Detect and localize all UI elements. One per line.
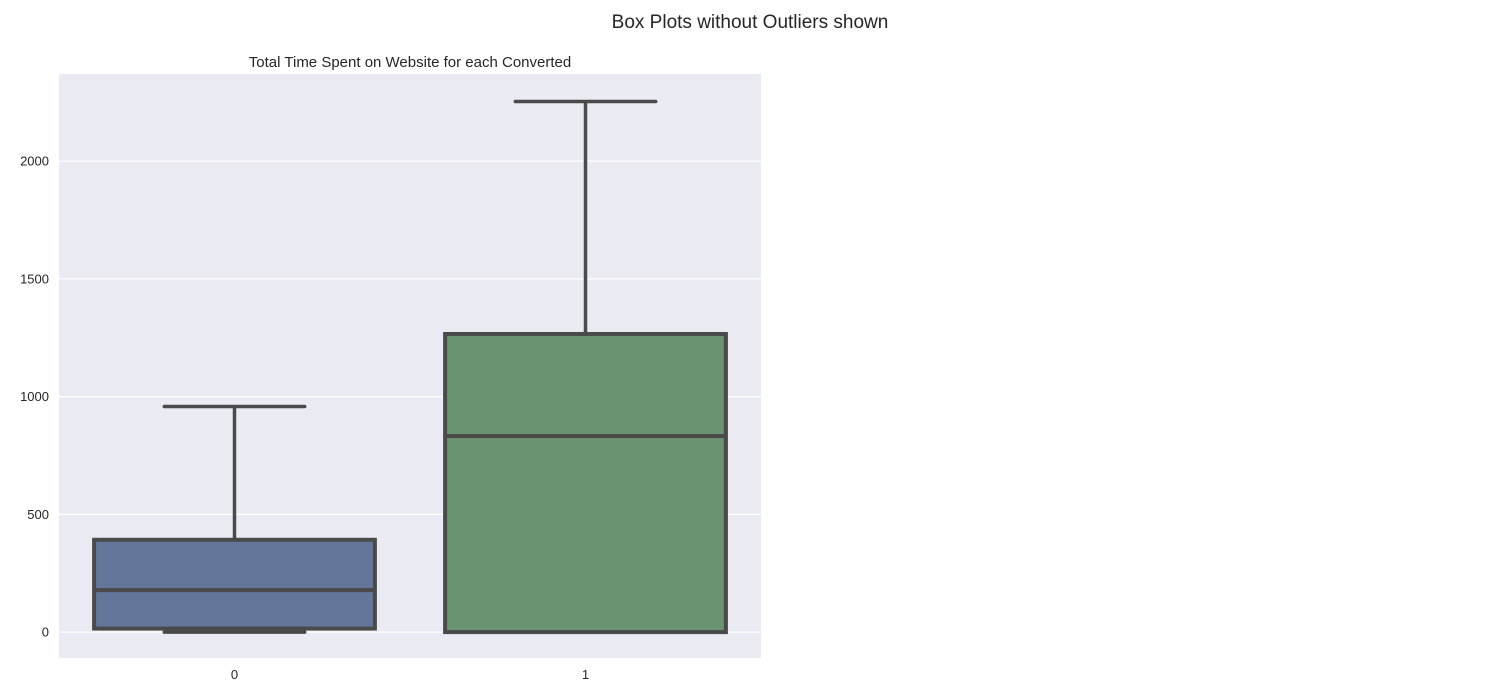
x-tick-label: 0 xyxy=(231,667,238,682)
chart-title: Total Time Spent on Website for each Con… xyxy=(249,54,571,71)
box-group xyxy=(443,99,728,635)
box-plot-chart: Total Time Spent on Website for each Con… xyxy=(20,54,761,682)
y-tick-label: 1500 xyxy=(20,271,49,286)
y-tick-label: 1000 xyxy=(20,389,49,404)
figure-title: Box Plots without Outliers shown xyxy=(612,12,889,33)
box-group xyxy=(92,404,377,634)
boxes xyxy=(92,99,728,635)
x-tick-label: 1 xyxy=(582,667,589,682)
box-iqr xyxy=(92,537,377,631)
y-tick-label: 500 xyxy=(27,507,49,522)
y-tick-label: 2000 xyxy=(20,154,49,169)
y-tick-label: 0 xyxy=(42,625,49,640)
y-tick-labels: 0 500 1000 1500 2000 xyxy=(20,154,49,640)
box-iqr xyxy=(443,331,728,635)
